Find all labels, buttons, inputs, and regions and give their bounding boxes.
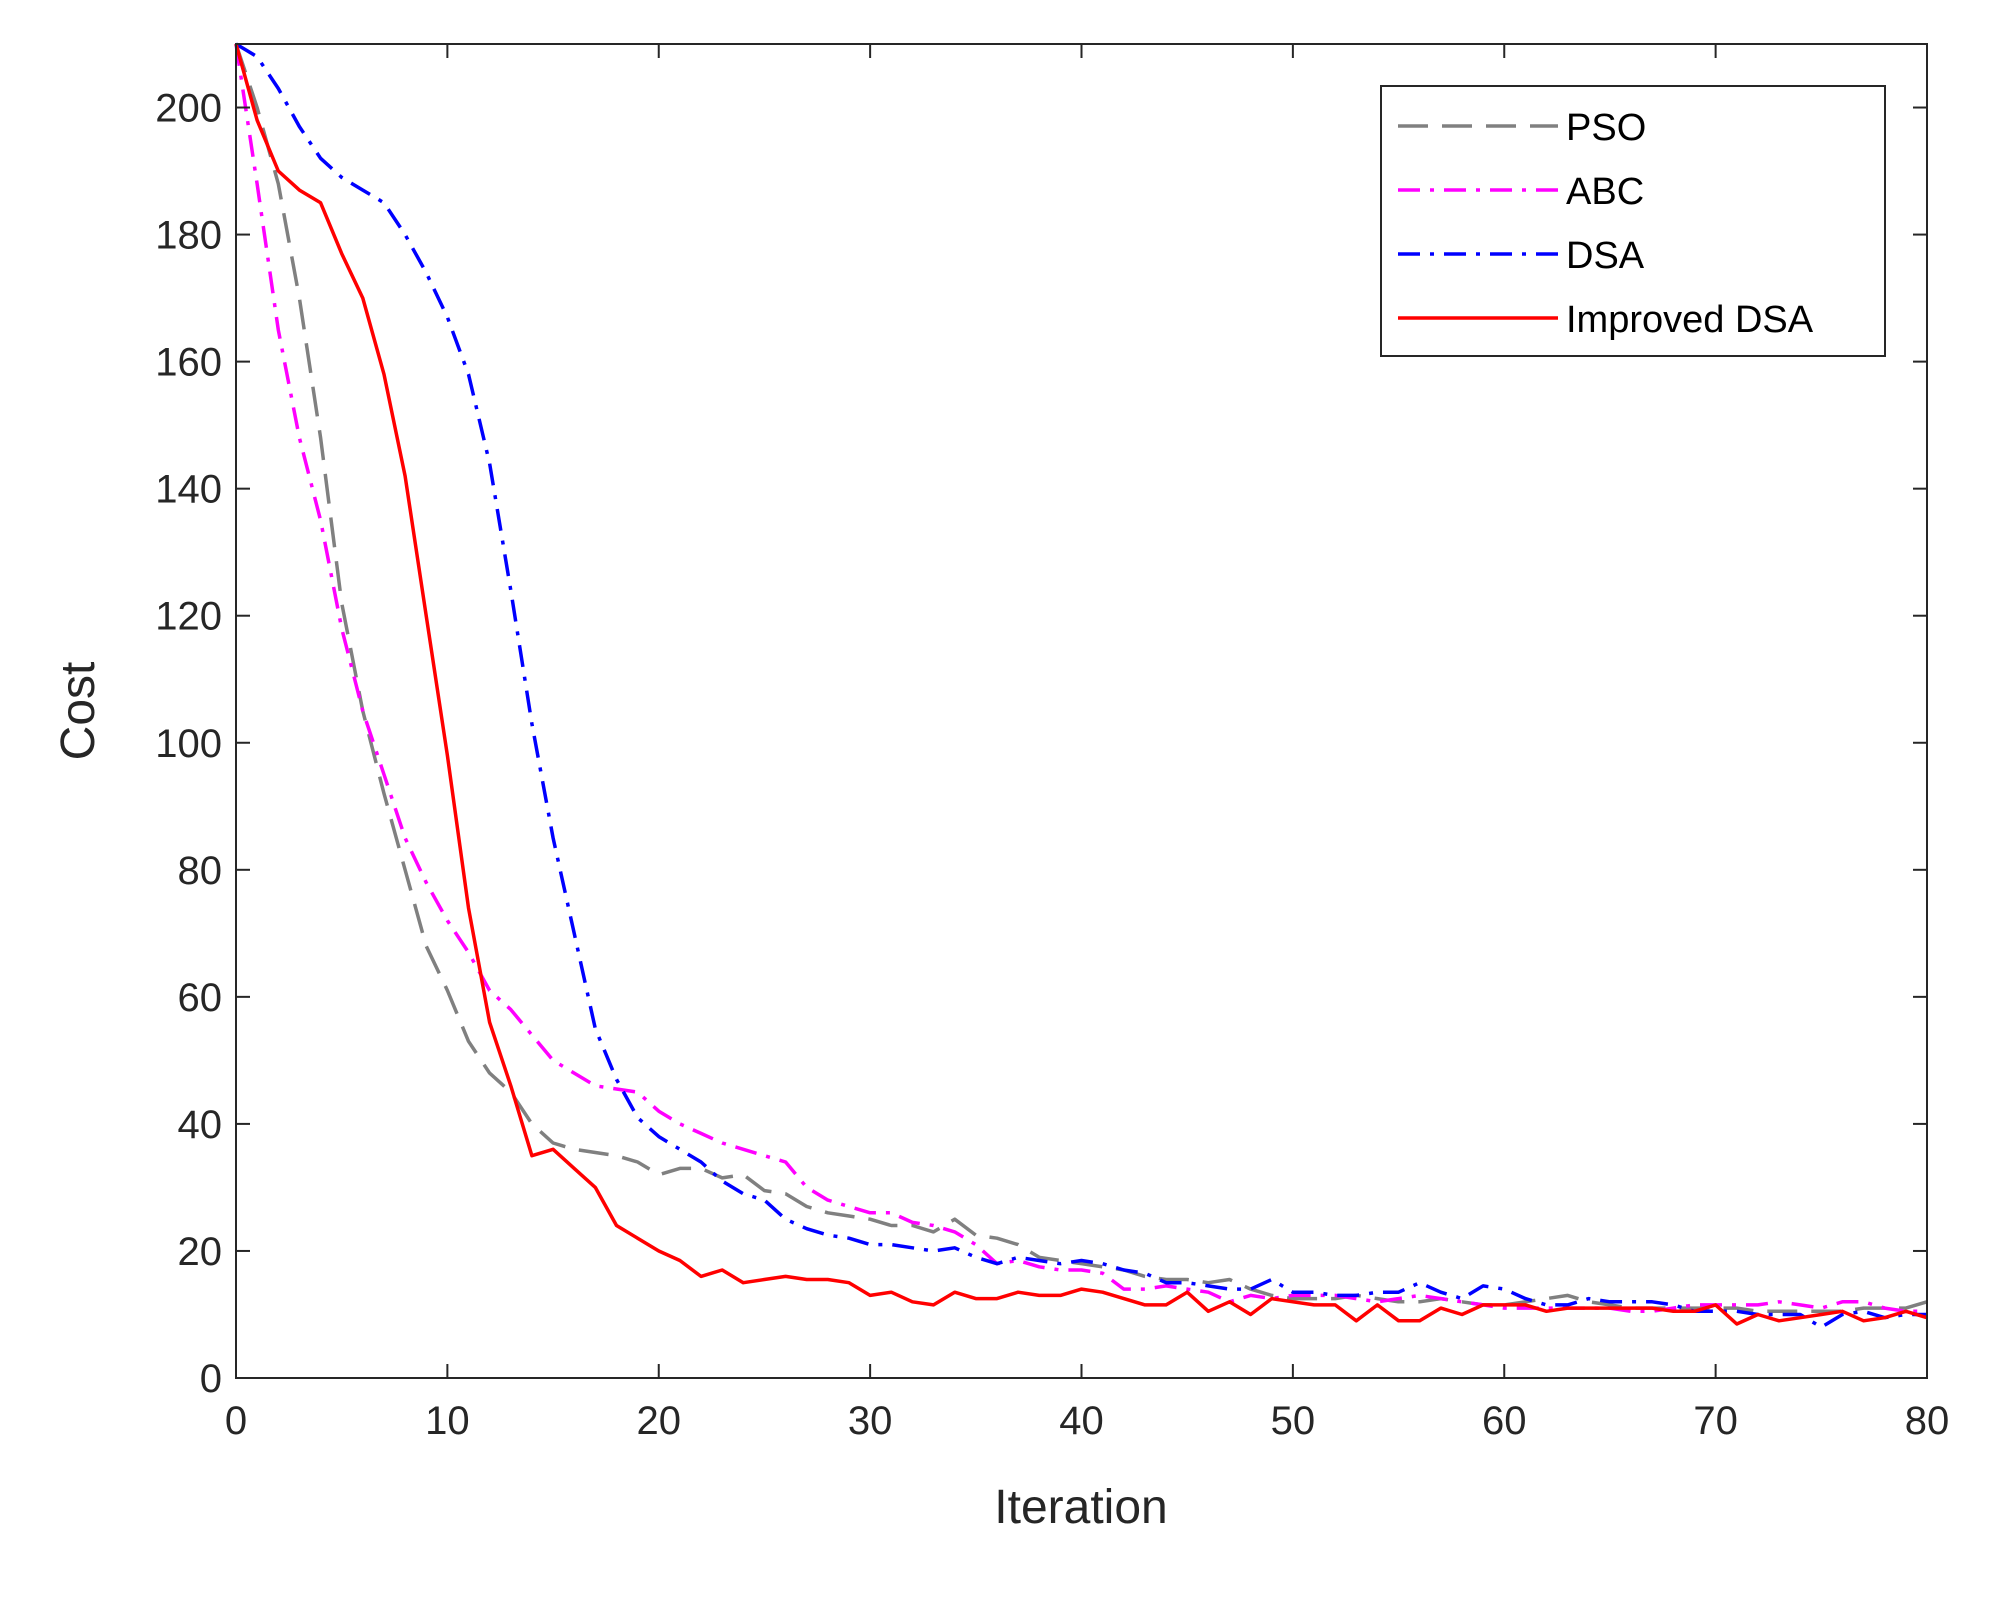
legend-label-dsa: DSA [1566,235,1645,277]
legend-box [1380,85,1886,357]
x-tick-label: 10 [425,1399,470,1443]
x-tick-label: 40 [1059,1399,1104,1443]
series-line-dsa [235,42,1927,1329]
y-tick-label: 100 [155,722,222,766]
legend-label-abc: ABC [1566,171,1644,213]
y-tick-label: 160 [155,341,222,385]
y-tick-label: 80 [178,849,223,893]
series-line-abc [234,43,1927,1314]
x-tick-label: 50 [1271,1399,1316,1443]
x-tick-label: 0 [225,1399,247,1443]
y-tick-label: 20 [178,1230,223,1274]
legend: PSO ABC DSA Improved DSA [1380,85,1886,357]
y-tick-label: 60 [178,976,223,1020]
legend-label-improved-dsa: Improved DSA [1566,299,1814,341]
series-line-improved-dsa [234,43,1928,1326]
y-tick-label: 120 [155,595,222,639]
x-tick-label: 20 [637,1399,682,1443]
x-tick-label: 80 [1905,1399,1950,1443]
x-tick-label: 30 [848,1399,893,1443]
y-tick-label: 180 [155,214,222,258]
tick-layer: 0 10 20 30 40 50 60 70 80 0 20 40 60 80 100 120 140 160 18… [155,44,1949,1443]
legend-label-pso: PSO [1566,107,1646,149]
y-tick-label: 40 [178,1103,223,1147]
x-tick-label: 60 [1482,1399,1527,1443]
y-tick-label: 0 [200,1357,222,1401]
y-tick-label: 200 [155,87,222,131]
y-axis-label: Cost [52,662,105,761]
x-axis-label: Iteration [994,1481,1167,1534]
y-tick-label: 140 [155,468,222,512]
x-tick-label: 70 [1693,1399,1738,1443]
series-layer [234,42,1928,1329]
